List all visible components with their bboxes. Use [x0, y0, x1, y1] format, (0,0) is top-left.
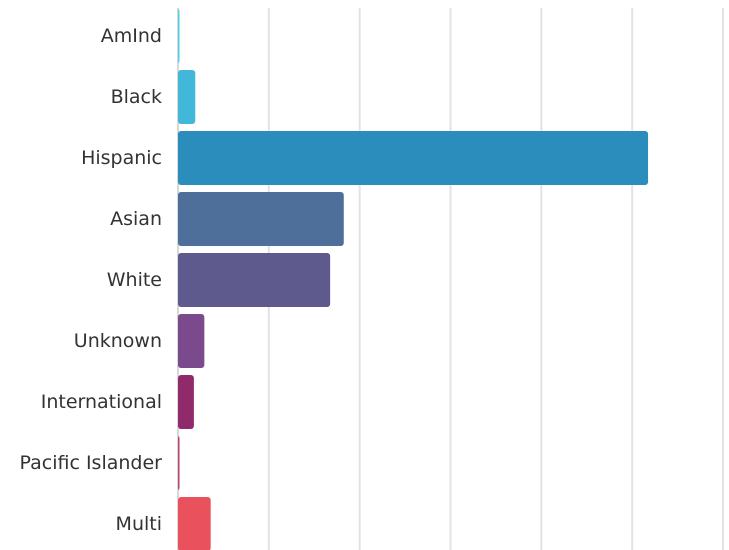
- category-label-amind: AmInd: [101, 25, 162, 47]
- category-label-pacific-islander: Pacific Islander: [20, 452, 163, 474]
- bar-international: [178, 375, 194, 429]
- category-label-unknown: Unknown: [74, 330, 162, 352]
- bar-hispanic: [178, 131, 649, 185]
- bar-asian: [178, 192, 344, 246]
- bar-multi: [178, 497, 211, 550]
- bars: [178, 9, 649, 550]
- bar-black: [178, 70, 196, 124]
- category-label-hispanic: Hispanic: [81, 147, 162, 169]
- category-label-multi: Multi: [116, 513, 162, 535]
- bar-unknown: [178, 314, 205, 368]
- category-label-white: White: [107, 269, 162, 291]
- category-label-international: International: [41, 391, 162, 413]
- category-label-asian: Asian: [110, 208, 162, 230]
- category-labels: AmInd Black Hispanic Asian White Unknown Inter…: [20, 25, 163, 535]
- category-label-black: Black: [111, 86, 162, 108]
- bar-pacific-islander: [178, 436, 180, 490]
- bar-amind: [178, 9, 180, 63]
- bar-white: [178, 253, 331, 307]
